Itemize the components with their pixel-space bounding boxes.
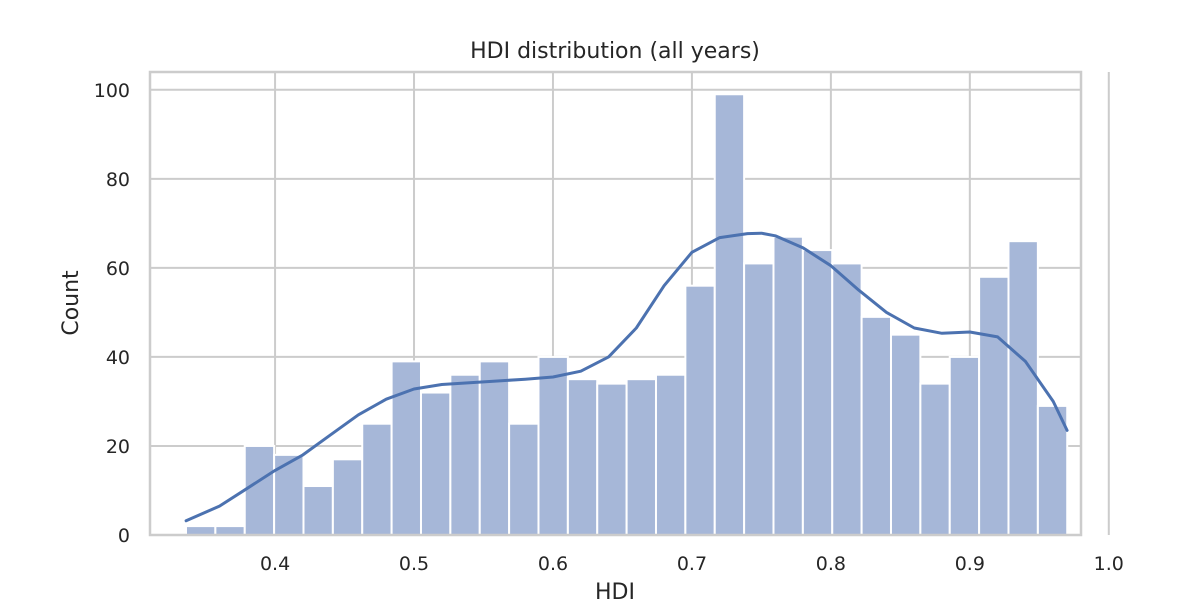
y-tick-label: 40 bbox=[106, 347, 130, 369]
histogram-bar bbox=[508, 422, 540, 537]
histogram-bar bbox=[214, 525, 246, 536]
histogram-bar bbox=[801, 249, 834, 536]
histogram-bar bbox=[889, 333, 922, 536]
y-tick-label: 20 bbox=[106, 436, 130, 458]
y-axis-label: Count bbox=[59, 270, 84, 336]
x-tick-label: 0.8 bbox=[816, 553, 846, 575]
histogram-bars bbox=[184, 93, 1069, 537]
histogram-bar bbox=[684, 284, 716, 537]
histogram-bar bbox=[1007, 240, 1039, 537]
histogram-bar bbox=[625, 378, 657, 536]
x-tick-label: 0.9 bbox=[955, 553, 985, 575]
histogram-bar bbox=[419, 391, 452, 536]
histogram-bar bbox=[449, 373, 481, 536]
x-tick-label: 1.0 bbox=[1094, 553, 1124, 575]
histogram-bar bbox=[302, 485, 334, 536]
histogram-bar bbox=[361, 422, 393, 537]
histogram-bar bbox=[743, 262, 775, 536]
plot-frame bbox=[148, 70, 1083, 537]
histogram-bar bbox=[243, 444, 276, 537]
histogram-bar bbox=[596, 382, 628, 536]
histogram-bar bbox=[537, 355, 569, 536]
histogram-bar bbox=[566, 378, 599, 536]
y-tick-label: 100 bbox=[94, 80, 130, 102]
histogram-bar bbox=[948, 355, 981, 536]
y-tick-label: 0 bbox=[118, 525, 130, 547]
y-tick-label: 60 bbox=[106, 258, 130, 280]
histogram-bar bbox=[331, 458, 364, 537]
histogram-bar bbox=[831, 262, 863, 536]
kde-line bbox=[184, 231, 1069, 523]
y-tick-label: 80 bbox=[106, 169, 130, 191]
histogram-bar bbox=[772, 235, 804, 536]
x-tick-label: 0.4 bbox=[260, 553, 290, 575]
histogram-bar bbox=[478, 360, 511, 536]
x-tick-label: 0.6 bbox=[538, 553, 568, 575]
histogram-bar bbox=[978, 275, 1010, 536]
histogram-bar bbox=[654, 373, 687, 536]
x-axis-label: HDI bbox=[595, 580, 635, 600]
tick-labels: 0.4 0.5 0.6 0.7 0.8 0.9 1.0 0 20 40 60 80 100 bbox=[94, 80, 1124, 575]
histogram-bar bbox=[713, 93, 746, 536]
histogram-bar bbox=[184, 525, 217, 536]
x-tick-label: 0.5 bbox=[399, 553, 429, 575]
chart-title: HDI distribution (all years) bbox=[470, 39, 760, 64]
histogram-bar bbox=[919, 382, 951, 536]
histogram-bar bbox=[1036, 404, 1069, 536]
histogram-bar bbox=[860, 315, 892, 536]
x-tick-label: 0.7 bbox=[677, 553, 707, 575]
